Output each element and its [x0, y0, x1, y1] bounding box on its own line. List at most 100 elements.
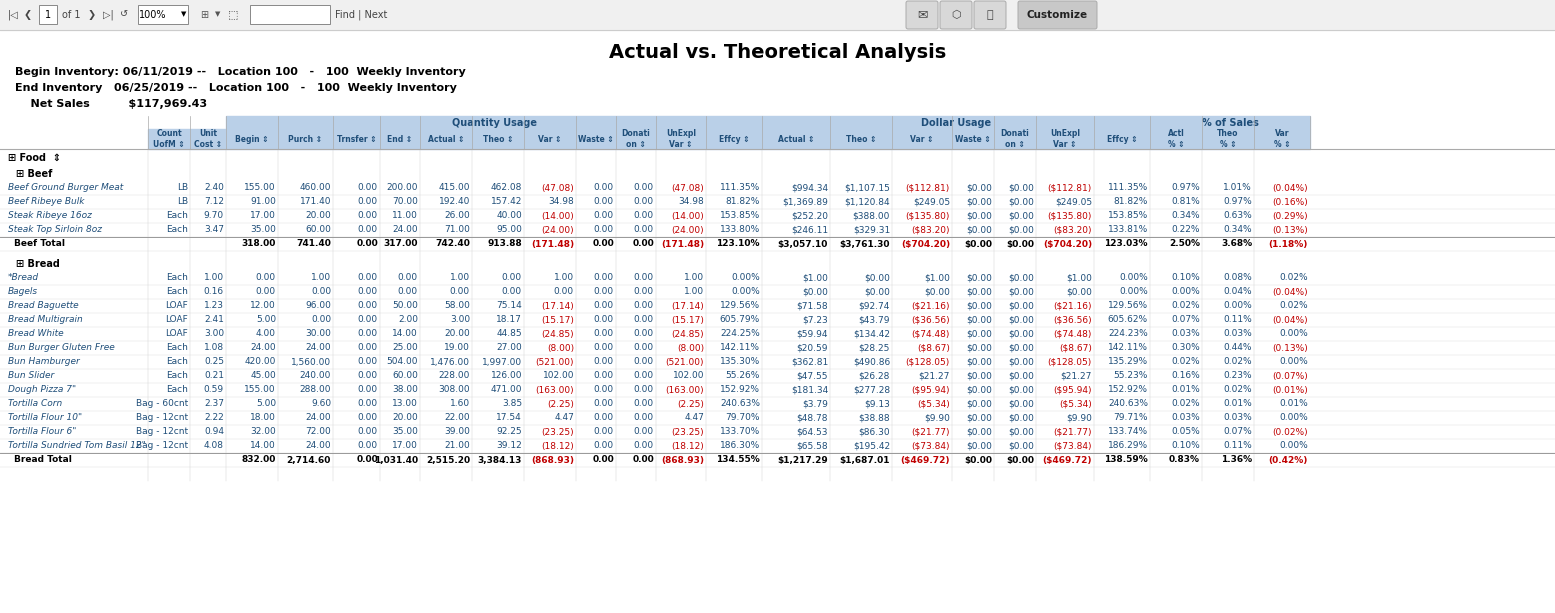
Text: LOAF: LOAF: [165, 302, 188, 311]
Text: 27.00: 27.00: [496, 343, 522, 352]
Text: $0.00: $0.00: [966, 287, 992, 297]
Text: $252.20: $252.20: [791, 211, 827, 221]
Text: 1.01%: 1.01%: [1224, 183, 1252, 192]
Text: 0.02%: 0.02%: [1171, 400, 1200, 408]
Text: (0.02%): (0.02%): [1272, 427, 1308, 436]
Text: 40.00: 40.00: [496, 211, 522, 221]
Text: 0.00: 0.00: [358, 330, 378, 338]
Text: 155.00: 155.00: [244, 386, 275, 395]
Text: Steak Top Sirloin 8oz: Steak Top Sirloin 8oz: [8, 226, 103, 235]
Text: Each: Each: [166, 371, 188, 381]
Text: $0.00: $0.00: [966, 211, 992, 221]
Text: ⊞: ⊞: [201, 9, 208, 20]
Text: (163.00): (163.00): [666, 386, 704, 395]
Text: 39.00: 39.00: [445, 427, 470, 436]
Text: 0.21: 0.21: [204, 371, 224, 381]
Bar: [39, 5, 58, 24]
Text: 0.00: 0.00: [398, 287, 418, 297]
Text: $0.00: $0.00: [964, 455, 992, 465]
Text: 129.56%: 129.56%: [720, 302, 760, 311]
Text: $20.59: $20.59: [796, 343, 827, 352]
Text: 20.00: 20.00: [445, 330, 470, 338]
Text: $0.00: $0.00: [966, 371, 992, 381]
Text: 0.00: 0.00: [634, 273, 655, 283]
Text: Trnsfer ⇕: Trnsfer ⇕: [337, 134, 376, 143]
Text: (0.01%): (0.01%): [1272, 386, 1308, 395]
Text: (24.00): (24.00): [541, 226, 574, 235]
Text: Bread Baguette: Bread Baguette: [8, 302, 79, 311]
Text: Unit
Cost ⇕: Unit Cost ⇕: [194, 129, 222, 149]
Text: $9.13: $9.13: [865, 400, 889, 408]
Text: 9.70: 9.70: [204, 211, 224, 221]
Text: Net Sales          $117,969.43: Net Sales $117,969.43: [16, 99, 207, 109]
Text: $1.00: $1.00: [924, 273, 950, 283]
Bar: [148, 129, 1309, 149]
Text: LB: LB: [177, 197, 188, 207]
Text: Bun Burger Gluten Free: Bun Burger Gluten Free: [8, 343, 115, 352]
Text: Purch ⇕: Purch ⇕: [288, 134, 322, 143]
Text: ⊞ Food  ⇕: ⊞ Food ⇕: [8, 153, 61, 163]
Text: 0.00: 0.00: [398, 273, 418, 283]
Text: 1.08: 1.08: [204, 343, 224, 352]
Text: 39.12: 39.12: [496, 441, 522, 451]
Text: 2.41: 2.41: [204, 316, 224, 324]
Text: 1,476.00: 1,476.00: [431, 357, 470, 367]
Text: (47.08): (47.08): [672, 183, 704, 192]
Text: ($21.16): ($21.16): [911, 302, 950, 311]
Text: $0.00: $0.00: [1008, 400, 1034, 408]
Text: ($128.05): ($128.05): [1048, 357, 1092, 367]
Text: 0.00: 0.00: [592, 455, 614, 465]
Text: $0.00: $0.00: [1008, 197, 1034, 207]
Text: Dollar Usage: Dollar Usage: [921, 118, 991, 128]
Text: Bagels: Bagels: [8, 287, 39, 297]
Text: 92.25: 92.25: [496, 427, 522, 436]
Text: Bag - 12cnt: Bag - 12cnt: [135, 441, 188, 451]
Text: Actual vs. Theoretical Analysis: Actual vs. Theoretical Analysis: [610, 42, 945, 61]
Text: $0.00: $0.00: [924, 287, 950, 297]
Text: 471.00: 471.00: [490, 386, 522, 395]
Text: Waste ⇕: Waste ⇕: [578, 134, 614, 143]
Text: ⊞ Bread: ⊞ Bread: [16, 259, 61, 269]
Text: ✉: ✉: [917, 9, 927, 21]
Text: Tortilla Sundried Tom Basil 12": Tortilla Sundried Tom Basil 12": [8, 441, 146, 451]
Text: 142.11%: 142.11%: [1109, 343, 1148, 352]
Text: 0.02%: 0.02%: [1171, 302, 1200, 311]
Text: $490.86: $490.86: [852, 357, 889, 367]
Text: $43.79: $43.79: [858, 316, 889, 324]
Text: (0.29%): (0.29%): [1272, 211, 1308, 221]
Text: $1,369.89: $1,369.89: [782, 197, 827, 207]
Text: (0.04%): (0.04%): [1272, 287, 1308, 297]
Text: $1.00: $1.00: [802, 273, 827, 283]
Text: Bag - 12cnt: Bag - 12cnt: [135, 414, 188, 422]
Text: 0.02%: 0.02%: [1224, 357, 1252, 367]
Text: (15.17): (15.17): [672, 316, 704, 324]
Text: ↺: ↺: [120, 9, 128, 20]
Text: $59.94: $59.94: [796, 330, 827, 338]
Text: $0.00: $0.00: [1008, 287, 1034, 297]
Text: $0.00: $0.00: [1008, 273, 1034, 283]
Text: Var ⇕: Var ⇕: [910, 134, 933, 143]
Text: $0.00: $0.00: [966, 386, 992, 395]
Text: 34.98: 34.98: [549, 197, 574, 207]
Text: 96.00: 96.00: [305, 302, 331, 311]
Text: 0.00: 0.00: [594, 273, 614, 283]
Text: Count
UofM ⇕: Count UofM ⇕: [152, 129, 185, 149]
Text: 0.00: 0.00: [634, 302, 655, 311]
Text: 0.44%: 0.44%: [1224, 343, 1252, 352]
Bar: [138, 5, 188, 24]
Text: $181.34: $181.34: [791, 386, 827, 395]
Text: $1,217.29: $1,217.29: [778, 455, 827, 465]
Text: ($73.84): ($73.84): [1053, 441, 1092, 451]
Text: 0.00: 0.00: [634, 211, 655, 221]
Text: 13.00: 13.00: [392, 400, 418, 408]
Text: 17.00: 17.00: [392, 441, 418, 451]
Text: 100%: 100%: [140, 9, 166, 20]
Text: Bread Multigrain: Bread Multigrain: [8, 316, 82, 324]
Text: $0.00: $0.00: [865, 273, 889, 283]
Text: LB: LB: [177, 183, 188, 192]
Text: 0.25: 0.25: [204, 357, 224, 367]
Text: 157.42: 157.42: [491, 197, 522, 207]
Text: 19.00: 19.00: [445, 343, 470, 352]
Text: UnExpl
Var ⇕: UnExpl Var ⇕: [666, 129, 697, 149]
Bar: [250, 5, 330, 24]
